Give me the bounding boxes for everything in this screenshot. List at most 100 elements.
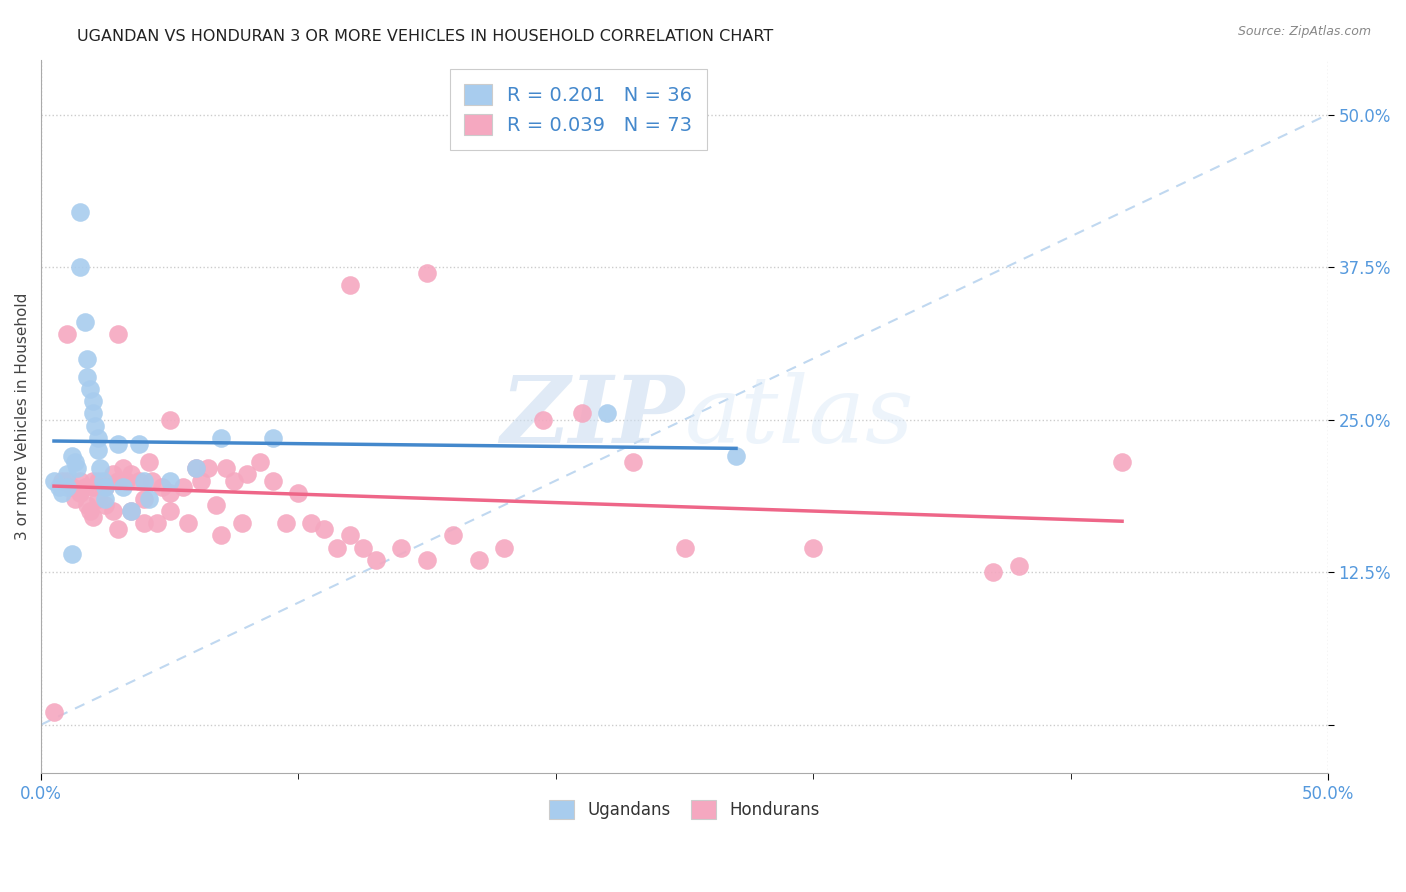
Point: [1008, 559, 1031, 574]
Point: [82, 480, 104, 494]
Text: Source: ZipAtlas.com: Source: ZipAtlas.com: [1237, 25, 1371, 38]
Text: atlas: atlas: [685, 371, 914, 461]
Point: [73, 315, 96, 329]
Point: [120, 504, 142, 518]
Point: [177, 516, 200, 531]
Point: [801, 541, 824, 555]
Point: [138, 455, 160, 469]
Point: [531, 412, 554, 426]
Point: [673, 541, 696, 555]
Point: [299, 516, 322, 531]
Point: [51, 485, 73, 500]
Point: [571, 407, 593, 421]
Point: [56, 474, 79, 488]
Point: [190, 474, 212, 488]
Point: [205, 498, 228, 512]
Point: [69, 485, 91, 500]
Point: [159, 412, 181, 426]
Point: [69, 474, 91, 488]
Point: [215, 461, 238, 475]
Point: [82, 394, 104, 409]
Y-axis label: 3 or more Vehicles in Household: 3 or more Vehicles in Household: [15, 293, 30, 541]
Point: [132, 516, 155, 531]
Point: [184, 461, 207, 475]
Point: [467, 553, 489, 567]
Point: [56, 480, 79, 494]
Point: [197, 461, 219, 475]
Point: [79, 382, 101, 396]
Point: [209, 528, 232, 542]
Point: [94, 498, 117, 512]
Point: [51, 474, 73, 488]
Point: [94, 480, 117, 494]
Point: [87, 474, 110, 488]
Point: [120, 467, 142, 482]
Point: [150, 480, 173, 494]
Point: [138, 491, 160, 506]
Point: [262, 474, 284, 488]
Point: [101, 467, 124, 482]
Text: UGANDAN VS HONDURAN 3 OR MORE VEHICLES IN HOUSEHOLD CORRELATION CHART: UGANDAN VS HONDURAN 3 OR MORE VEHICLES I…: [77, 29, 773, 44]
Point: [236, 467, 259, 482]
Point: [231, 516, 253, 531]
Point: [94, 480, 117, 494]
Point: [314, 522, 336, 536]
Point: [724, 449, 747, 463]
Point: [159, 474, 181, 488]
Point: [112, 480, 135, 494]
Point: [76, 351, 98, 366]
Point: [42, 474, 65, 488]
Point: [120, 504, 142, 518]
Point: [56, 467, 79, 482]
Point: [107, 522, 129, 536]
Point: [416, 266, 439, 280]
Point: [621, 455, 644, 469]
Point: [82, 474, 104, 488]
Point: [146, 516, 169, 531]
Point: [60, 449, 83, 463]
Point: [128, 437, 150, 451]
Point: [107, 327, 129, 342]
Point: [56, 327, 79, 342]
Point: [339, 528, 361, 542]
Legend: Ugandans, Hondurans: Ugandans, Hondurans: [543, 794, 827, 826]
Point: [441, 528, 464, 542]
Point: [87, 443, 110, 458]
Point: [73, 480, 96, 494]
Point: [224, 474, 246, 488]
Point: [107, 474, 129, 488]
Point: [249, 455, 271, 469]
Point: [63, 491, 86, 506]
Point: [91, 474, 114, 488]
Point: [79, 504, 101, 518]
Point: [983, 565, 1005, 579]
Point: [60, 547, 83, 561]
Point: [287, 485, 309, 500]
Point: [101, 504, 124, 518]
Point: [82, 510, 104, 524]
Point: [42, 706, 65, 720]
Point: [1111, 455, 1133, 469]
Point: [87, 431, 110, 445]
Point: [66, 461, 89, 475]
Point: [209, 431, 232, 445]
Point: [60, 480, 83, 494]
Point: [112, 461, 135, 475]
Point: [63, 455, 86, 469]
Point: [89, 461, 111, 475]
Point: [184, 461, 207, 475]
Point: [391, 541, 413, 555]
Point: [141, 474, 163, 488]
Point: [262, 431, 284, 445]
Point: [76, 498, 98, 512]
Text: ZIP: ZIP: [501, 371, 685, 461]
Point: [76, 369, 98, 384]
Point: [128, 474, 150, 488]
Point: [84, 418, 107, 433]
Point: [416, 553, 439, 567]
Point: [132, 474, 155, 488]
Point: [596, 407, 619, 421]
Point: [274, 516, 297, 531]
Point: [82, 407, 104, 421]
Point: [69, 260, 91, 274]
